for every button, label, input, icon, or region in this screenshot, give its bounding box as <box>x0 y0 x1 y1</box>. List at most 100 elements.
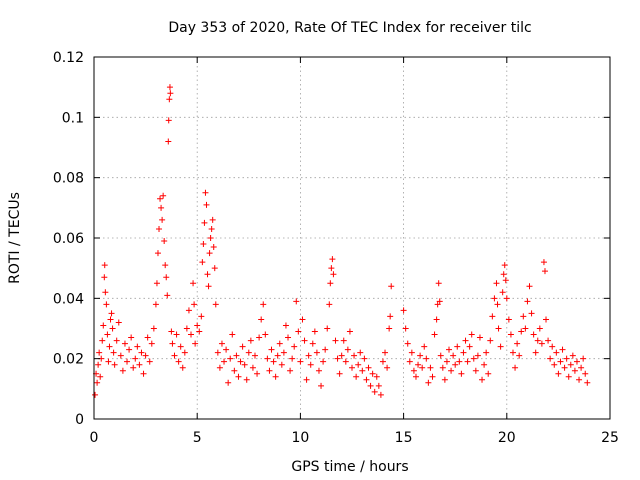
data-point <box>571 367 578 374</box>
data-points <box>92 84 591 398</box>
data-point <box>166 96 173 103</box>
data-point <box>148 340 155 347</box>
data-point <box>165 138 172 145</box>
data-point <box>168 328 175 335</box>
data-point <box>340 337 347 344</box>
data-point <box>150 325 157 332</box>
data-point <box>470 355 477 362</box>
data-point <box>559 346 566 353</box>
data-point <box>154 250 161 257</box>
data-point <box>327 280 334 287</box>
data-point <box>489 313 496 320</box>
data-point <box>433 316 440 323</box>
data-point <box>485 370 492 377</box>
data-point <box>100 322 107 329</box>
data-point <box>462 337 469 344</box>
data-point <box>134 343 141 350</box>
data-point <box>142 352 149 359</box>
data-point <box>198 313 205 320</box>
data-point <box>121 340 128 347</box>
data-point <box>505 316 512 323</box>
data-point <box>247 337 254 344</box>
data-point <box>188 331 195 338</box>
data-point <box>326 301 333 308</box>
data-point <box>458 370 465 377</box>
data-point <box>202 189 209 196</box>
data-point <box>547 355 554 362</box>
data-point <box>237 358 244 365</box>
data-point <box>262 331 269 338</box>
y-tick-label: 0.04 <box>53 291 84 307</box>
data-point <box>235 373 242 380</box>
data-point <box>111 361 118 368</box>
data-point <box>509 349 516 356</box>
data-point <box>307 361 314 368</box>
data-point <box>212 301 219 308</box>
data-point <box>278 361 285 368</box>
data-point <box>332 337 339 344</box>
data-point <box>481 361 488 368</box>
data-point <box>419 364 426 371</box>
data-point <box>500 271 507 278</box>
y-tick-label: 0.08 <box>53 171 84 187</box>
data-point <box>522 325 529 332</box>
data-point <box>434 301 441 308</box>
data-point <box>584 379 591 386</box>
data-point <box>130 364 137 371</box>
data-point <box>338 352 345 359</box>
data-point <box>138 349 145 356</box>
data-point <box>245 349 252 356</box>
data-point <box>297 358 304 365</box>
data-point <box>171 352 178 359</box>
x-tick-label: 20 <box>498 430 516 446</box>
x-tick-label: 10 <box>291 430 309 446</box>
data-point <box>446 346 453 353</box>
data-point <box>227 355 234 362</box>
data-point <box>538 340 545 347</box>
data-point <box>357 349 364 356</box>
data-point <box>208 225 215 232</box>
data-point <box>214 349 221 356</box>
data-point <box>225 379 232 386</box>
data-point <box>200 241 207 248</box>
data-point <box>563 355 570 362</box>
data-point <box>295 328 302 335</box>
y-tick-label: 0 <box>75 412 84 428</box>
data-point <box>313 349 320 356</box>
data-point <box>153 280 160 287</box>
data-point <box>567 361 574 368</box>
data-point <box>344 346 351 353</box>
data-point <box>494 301 501 308</box>
data-point <box>203 201 210 208</box>
data-point <box>95 361 102 368</box>
data-point <box>173 331 180 338</box>
data-point <box>260 301 267 308</box>
data-point <box>156 225 163 232</box>
data-point <box>158 204 165 211</box>
data-point <box>194 322 201 329</box>
data-point <box>580 355 587 362</box>
data-point <box>436 298 443 305</box>
data-point <box>99 337 106 344</box>
data-point <box>164 292 171 299</box>
data-point <box>429 373 436 380</box>
data-point <box>476 334 483 341</box>
data-point <box>507 331 514 338</box>
data-point <box>518 328 525 335</box>
data-point <box>384 364 391 371</box>
data-point <box>516 352 523 359</box>
data-point <box>553 349 560 356</box>
data-point <box>466 343 473 350</box>
data-point <box>128 334 135 341</box>
data-point <box>460 349 467 356</box>
data-point <box>528 310 535 317</box>
data-point <box>543 316 550 323</box>
data-point <box>303 376 310 383</box>
data-point <box>210 244 217 251</box>
data-point <box>408 349 415 356</box>
data-point <box>495 325 502 332</box>
data-point <box>276 340 283 347</box>
data-point <box>565 373 572 380</box>
data-point <box>258 316 265 323</box>
